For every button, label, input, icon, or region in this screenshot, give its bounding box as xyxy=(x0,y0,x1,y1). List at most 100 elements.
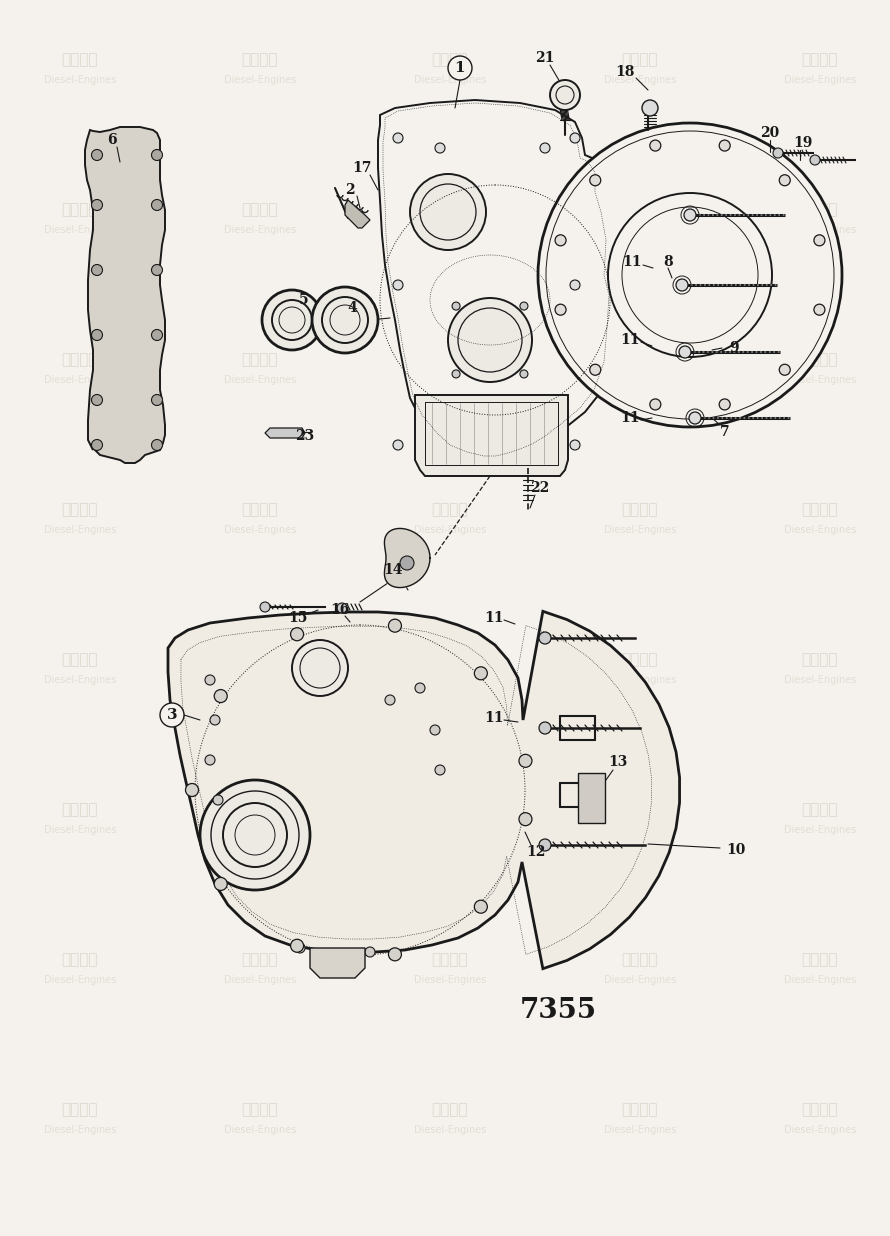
Circle shape xyxy=(780,365,790,376)
Polygon shape xyxy=(310,948,365,978)
Circle shape xyxy=(151,330,163,340)
Text: 紫发动力: 紫发动力 xyxy=(802,953,838,968)
Circle shape xyxy=(520,302,528,310)
Text: Diesel-Engines: Diesel-Engines xyxy=(414,675,486,685)
Circle shape xyxy=(555,235,566,246)
Text: 紫发动力: 紫发动力 xyxy=(242,802,279,817)
Circle shape xyxy=(590,174,601,185)
Text: 紫发动力: 紫发动力 xyxy=(242,203,279,218)
Text: 紫发动力: 紫发动力 xyxy=(432,52,468,68)
Text: 紫发动力: 紫发动力 xyxy=(622,503,659,518)
Circle shape xyxy=(185,784,198,796)
Circle shape xyxy=(430,726,440,735)
Text: Diesel-Engines: Diesel-Engines xyxy=(784,75,856,85)
Circle shape xyxy=(400,556,414,570)
Text: Diesel-Engines: Diesel-Engines xyxy=(223,1125,296,1135)
Circle shape xyxy=(650,140,660,151)
Circle shape xyxy=(814,235,825,246)
Text: 3: 3 xyxy=(166,708,177,722)
Circle shape xyxy=(205,755,215,765)
Text: 19: 19 xyxy=(793,136,813,150)
Circle shape xyxy=(335,950,345,960)
Circle shape xyxy=(570,133,580,143)
Circle shape xyxy=(780,174,790,185)
Text: Diesel-Engines: Diesel-Engines xyxy=(223,375,296,384)
Text: 12: 12 xyxy=(526,845,546,859)
Text: Diesel-Engines: Diesel-Engines xyxy=(414,525,486,535)
Text: 紫发动力: 紫发动力 xyxy=(61,653,98,667)
Text: 紫发动力: 紫发动力 xyxy=(242,953,279,968)
Polygon shape xyxy=(578,772,605,823)
Circle shape xyxy=(213,795,223,805)
Text: Diesel-Engines: Diesel-Engines xyxy=(603,375,676,384)
Circle shape xyxy=(435,143,445,153)
Circle shape xyxy=(448,298,532,382)
Circle shape xyxy=(200,780,310,890)
Text: Diesel-Engines: Diesel-Engines xyxy=(414,75,486,85)
Circle shape xyxy=(292,640,348,696)
Polygon shape xyxy=(378,100,615,460)
Circle shape xyxy=(452,370,460,378)
Text: Diesel-Engines: Diesel-Engines xyxy=(784,375,856,384)
Circle shape xyxy=(550,80,580,110)
Text: 16: 16 xyxy=(330,603,350,617)
Text: 7: 7 xyxy=(720,425,730,439)
Circle shape xyxy=(810,154,820,164)
Polygon shape xyxy=(384,529,430,587)
Circle shape xyxy=(205,675,215,685)
Circle shape xyxy=(474,900,488,913)
Circle shape xyxy=(365,947,375,957)
Circle shape xyxy=(92,440,102,450)
Text: Diesel-Engines: Diesel-Engines xyxy=(784,824,856,836)
Text: 紫发动力: 紫发动力 xyxy=(61,203,98,218)
Text: 紫发动力: 紫发动力 xyxy=(432,352,468,367)
Text: Diesel-Engines: Diesel-Engines xyxy=(603,525,676,535)
Text: 1: 1 xyxy=(455,61,465,75)
Polygon shape xyxy=(85,127,165,464)
Text: 紫发动力: 紫发动力 xyxy=(432,1103,468,1117)
Text: Diesel-Engines: Diesel-Engines xyxy=(784,1125,856,1135)
Circle shape xyxy=(590,365,601,376)
Text: Diesel-Engines: Diesel-Engines xyxy=(603,1125,676,1135)
Circle shape xyxy=(388,948,401,960)
Text: Diesel-Engines: Diesel-Engines xyxy=(414,375,486,384)
Text: Diesel-Engines: Diesel-Engines xyxy=(223,225,296,235)
Text: 8: 8 xyxy=(663,255,673,269)
Text: 21: 21 xyxy=(535,51,554,66)
Text: 紫发动力: 紫发动力 xyxy=(802,52,838,68)
Circle shape xyxy=(474,666,488,680)
Circle shape xyxy=(719,399,730,410)
Polygon shape xyxy=(265,428,305,438)
Circle shape xyxy=(555,304,566,315)
Text: 紫发动力: 紫发动力 xyxy=(622,1103,659,1117)
Text: Diesel-Engines: Diesel-Engines xyxy=(784,225,856,235)
Text: 紫发动力: 紫发动力 xyxy=(242,352,279,367)
Circle shape xyxy=(214,878,227,890)
Circle shape xyxy=(719,140,730,151)
Circle shape xyxy=(151,265,163,276)
Circle shape xyxy=(151,440,163,450)
Circle shape xyxy=(151,394,163,405)
Polygon shape xyxy=(168,612,680,969)
Text: 14: 14 xyxy=(384,564,403,577)
Text: Diesel-Engines: Diesel-Engines xyxy=(223,824,296,836)
Text: 紫发动力: 紫发动力 xyxy=(622,953,659,968)
Circle shape xyxy=(435,765,445,775)
Circle shape xyxy=(151,199,163,210)
Circle shape xyxy=(262,290,322,350)
Text: 10: 10 xyxy=(726,843,746,857)
Text: 紫发动力: 紫发动力 xyxy=(802,503,838,518)
Circle shape xyxy=(570,440,580,450)
Circle shape xyxy=(214,690,227,702)
Text: 紫发动力: 紫发动力 xyxy=(61,52,98,68)
Text: 紫发动力: 紫发动力 xyxy=(61,953,98,968)
Circle shape xyxy=(539,722,551,734)
Text: 6: 6 xyxy=(107,133,117,147)
Text: 紫发动力: 紫发动力 xyxy=(622,802,659,817)
Circle shape xyxy=(92,330,102,340)
Text: 紫发动力: 紫发动力 xyxy=(432,953,468,968)
Text: Diesel-Engines: Diesel-Engines xyxy=(603,824,676,836)
Text: 11: 11 xyxy=(484,711,504,726)
Text: 20: 20 xyxy=(760,126,780,140)
Text: 15: 15 xyxy=(288,611,308,625)
